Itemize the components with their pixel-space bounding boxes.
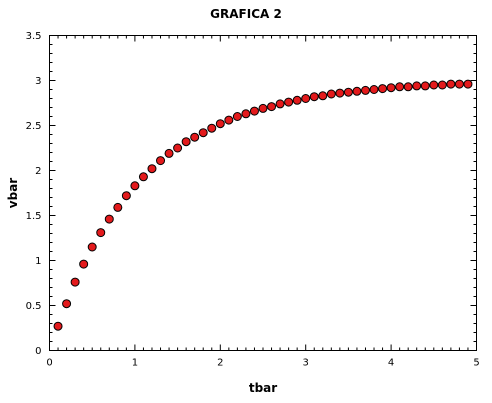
data-point <box>156 156 166 166</box>
data-point <box>121 191 131 201</box>
y-tick-label: 2.5 <box>26 121 42 132</box>
y-tick-label: 0.5 <box>26 301 42 312</box>
data-point <box>369 85 379 94</box>
data-point <box>454 79 464 89</box>
data-point <box>130 181 140 191</box>
data-point <box>446 79 456 89</box>
data-point <box>53 321 63 331</box>
plot-frame <box>49 35 477 351</box>
x-axis-label: tbar <box>249 381 277 395</box>
data-point <box>378 84 388 94</box>
data-point <box>335 88 345 98</box>
y-axis: 0 0.5 1 1.5 2 2.5 3 3.5 <box>26 31 477 357</box>
data-point <box>104 214 114 224</box>
data-point <box>87 242 97 252</box>
data-point <box>113 202 123 212</box>
data-point <box>352 86 362 96</box>
data-point <box>258 103 268 113</box>
data-point <box>147 164 157 174</box>
data-point <box>292 95 302 105</box>
data-point <box>326 89 336 99</box>
data-point <box>386 83 396 93</box>
y-axis-label: vbar <box>6 178 20 209</box>
x-tick-label: 1 <box>132 358 138 369</box>
data-points <box>53 79 473 331</box>
y-tick-label: 3 <box>35 76 41 87</box>
y-tick-label: 2 <box>35 166 41 177</box>
data-point <box>232 112 242 121</box>
data-point <box>420 81 430 91</box>
x-tick-label: 2 <box>217 358 223 369</box>
data-point <box>267 102 277 112</box>
data-point <box>70 277 80 287</box>
y-tick-label: 0 <box>35 346 41 357</box>
data-point <box>62 299 72 309</box>
data-point <box>207 123 217 133</box>
data-point <box>249 106 259 116</box>
data-point <box>395 82 405 92</box>
data-point <box>215 119 225 129</box>
x-tick-label: 3 <box>303 358 309 369</box>
data-point <box>301 94 311 103</box>
data-point <box>181 137 191 147</box>
x-tick-label: 5 <box>473 358 479 369</box>
data-point <box>437 80 447 90</box>
data-point <box>224 115 234 125</box>
y-tick-label: 3.5 <box>26 31 42 42</box>
chart-title: GRAFICA 2 <box>210 7 282 21</box>
data-point <box>318 91 328 101</box>
data-point <box>198 128 208 138</box>
data-point <box>309 92 319 102</box>
data-point <box>96 228 106 238</box>
x-tick-label: 0 <box>46 358 52 369</box>
data-point <box>343 87 353 97</box>
data-point <box>284 97 294 107</box>
data-point <box>275 99 285 109</box>
data-point <box>138 172 148 182</box>
x-axis: 0 1 2 3 4 5 <box>46 35 480 369</box>
y-tick-label: 1.5 <box>26 211 42 222</box>
data-point <box>79 259 89 269</box>
data-point <box>463 79 473 89</box>
data-point <box>241 109 251 119</box>
x-tick-label: 4 <box>388 358 394 369</box>
data-point <box>164 148 174 158</box>
data-point <box>173 143 183 153</box>
data-point <box>412 81 422 91</box>
data-point <box>360 85 370 95</box>
data-point <box>403 82 413 92</box>
data-point <box>190 132 200 142</box>
data-point <box>429 80 439 90</box>
y-tick-label: 1 <box>35 256 41 267</box>
